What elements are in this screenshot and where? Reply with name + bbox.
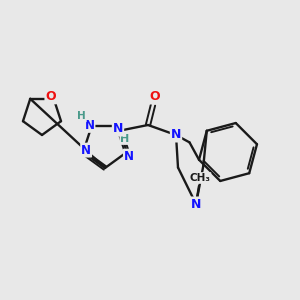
Text: N: N <box>191 197 201 211</box>
Text: N: N <box>81 144 91 157</box>
Text: CH₃: CH₃ <box>190 173 211 183</box>
Text: N: N <box>124 150 134 163</box>
Text: O: O <box>150 91 160 103</box>
Text: H: H <box>77 111 86 122</box>
Text: H: H <box>120 134 130 144</box>
Text: N: N <box>113 122 123 136</box>
Text: O: O <box>45 90 56 103</box>
Text: N: N <box>85 119 94 132</box>
Text: N: N <box>171 128 181 142</box>
